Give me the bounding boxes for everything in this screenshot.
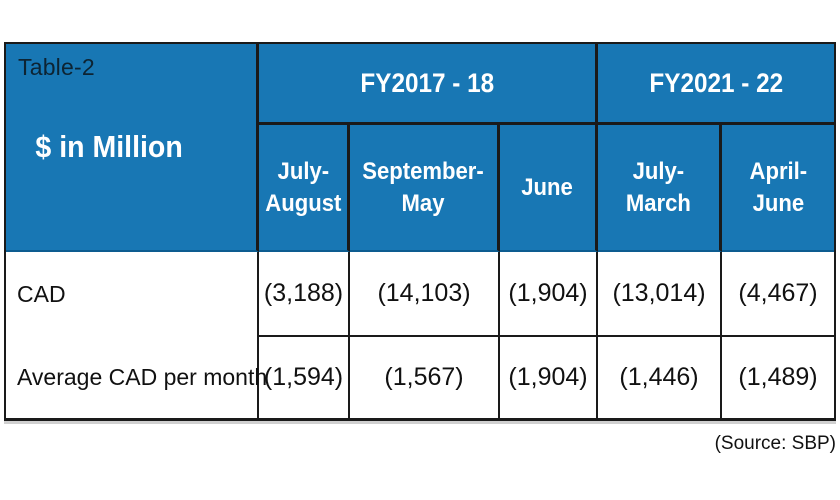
column-header-april-june-line1: April- (749, 158, 807, 186)
unit-label: $ in Million (35, 129, 183, 164)
column-header-september-may-line1: September- (362, 158, 485, 186)
column-header-july-august-line1: July- (277, 158, 329, 186)
column-header-july-march: July- March (598, 122, 722, 252)
column-header-july-march-line2: March (625, 189, 692, 217)
cell-avg-cad-june: (1,904) (500, 337, 598, 418)
row-label-average-cad: Average CAD per month (6, 337, 267, 418)
column-header-september-may-line2: May (402, 189, 445, 217)
data-table: Table-2 $ in Million FY2017 - 18 FY2021 … (4, 42, 836, 421)
cell-cad-july-august: (3,188) (259, 252, 350, 337)
column-header-july-march-line1: July- (632, 158, 685, 186)
row-label-cad: CAD (6, 252, 259, 337)
column-header-june-line1: June (521, 173, 574, 201)
cell-avg-cad-july-march: (1,446) (598, 337, 722, 418)
column-group-fy2017-18: FY2017 - 18 (259, 44, 598, 122)
cell-cad-june: (1,904) (500, 252, 598, 337)
cell-avg-cad-april-june: (1,489) (738, 363, 818, 391)
column-group-fy2021-22-label: FY2021 - 22 (649, 67, 783, 98)
cell-avg-cad-september-may: (1,567) (350, 337, 500, 418)
column-header-september-may: September- May (350, 122, 500, 252)
column-header-july-august-line2: August (264, 189, 342, 217)
cell-cad-september-may: (14,103) (350, 252, 500, 337)
column-header-april-june-line2: June (752, 189, 804, 217)
source-note: (Source: SBP) (714, 433, 836, 454)
column-header-june: June (500, 122, 598, 252)
column-header-april-june: April- June (722, 122, 834, 252)
cell-avg-cad-july-august: (1,594) (259, 337, 350, 418)
table-header-corner-cell: Table-2 $ in Million (6, 44, 259, 252)
column-header-july-august: July- August (259, 122, 350, 252)
column-group-fy2017-18-label: FY2017 - 18 (360, 67, 494, 98)
table-title: Table-2 (18, 54, 95, 80)
column-group-fy2021-22: FY2021 - 22 (598, 44, 834, 122)
cell-cad-july-march: (13,014) (598, 252, 722, 337)
cell-cad-april-june: (4,467) (722, 252, 834, 337)
